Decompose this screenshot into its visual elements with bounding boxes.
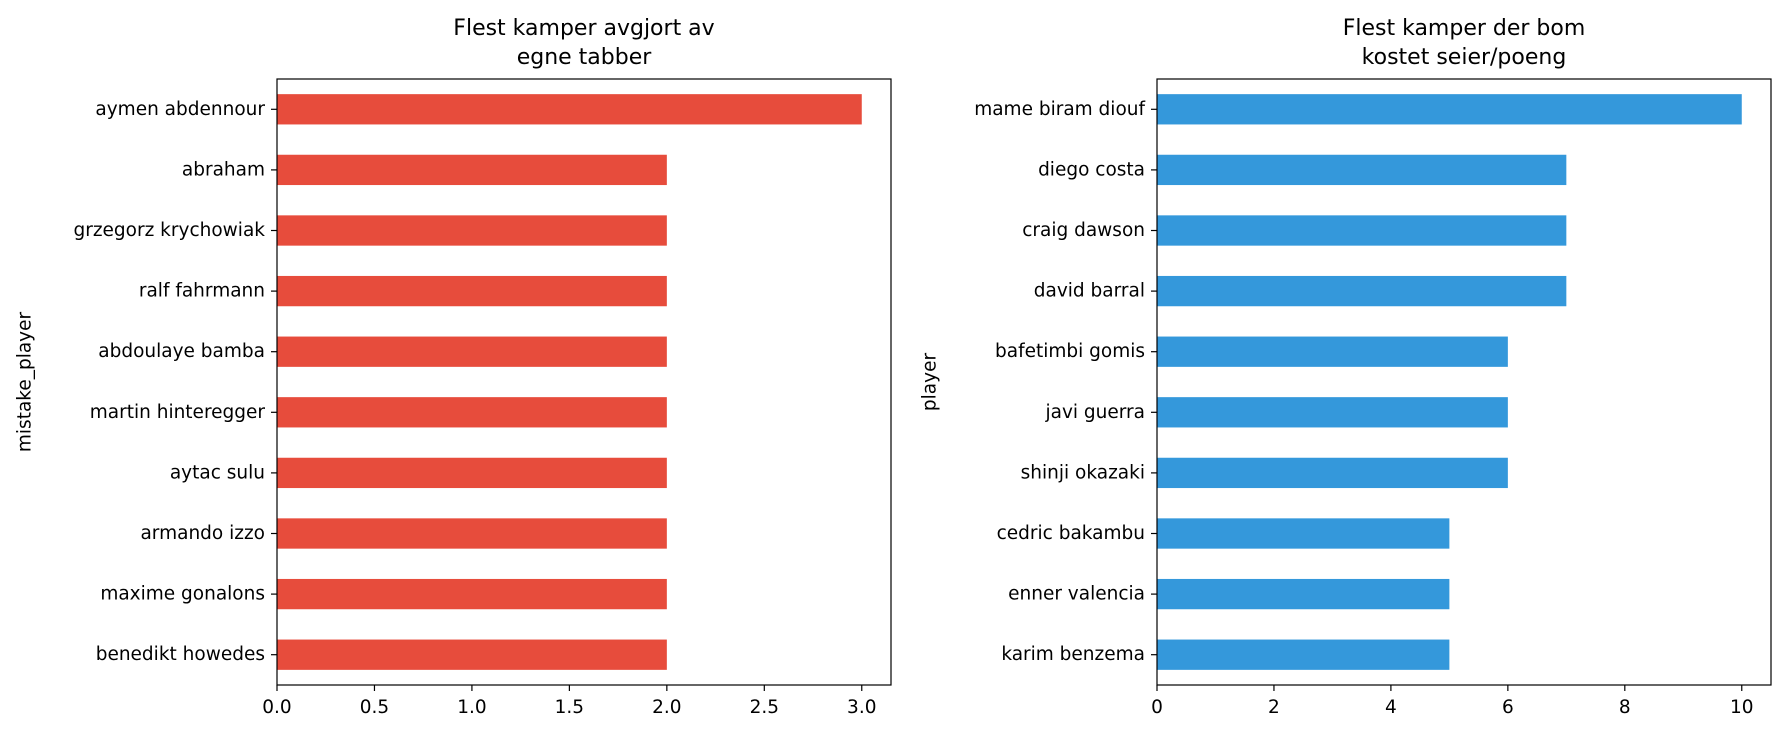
x-tick-label-3: 1.5 bbox=[555, 697, 584, 718]
x-tick-label-5: 2.5 bbox=[750, 697, 779, 718]
y-tick-label-6: aytac sulu bbox=[170, 462, 265, 483]
chart-title-line-0: Flest kamper der bom bbox=[1343, 16, 1586, 41]
y-tick-label-1: diego costa bbox=[1038, 159, 1145, 180]
chart-title-line-0: Flest kamper avgjort av bbox=[453, 16, 714, 41]
y-tick-label-4: bafetimbi gomis bbox=[995, 341, 1145, 362]
y-tick-label-0: aymen abdennour bbox=[95, 99, 265, 120]
y-tick-label-9: benedikt howedes bbox=[96, 644, 265, 665]
y-axis-label: mistake_player bbox=[15, 311, 36, 452]
y-tick-label-8: maxime gonalons bbox=[100, 584, 265, 605]
bar-0 bbox=[277, 94, 862, 125]
y-tick-label-9: karim benzema bbox=[1001, 644, 1145, 665]
bar-7 bbox=[1157, 518, 1450, 549]
x-tick-label-4: 2.0 bbox=[652, 697, 681, 718]
y-tick-label-2: grzegorz krychowiak bbox=[73, 220, 265, 241]
chart-title: Flest kamper der bom kostet seier/poeng bbox=[1343, 16, 1586, 70]
bar-6 bbox=[1157, 457, 1508, 489]
bar-2 bbox=[277, 215, 667, 246]
y-tick-label-5: javi guerra bbox=[1044, 402, 1145, 423]
y-tick-label-5: martin hinteregger bbox=[90, 402, 266, 423]
bar-1 bbox=[1157, 154, 1567, 186]
bar-9 bbox=[1157, 639, 1450, 670]
y-tick-label-3: david barral bbox=[1034, 281, 1145, 302]
chart-title: Flest kamper avgjort av egne tabber bbox=[453, 16, 714, 70]
bar-8 bbox=[1157, 578, 1450, 610]
x-tick-label-1: 2 bbox=[1268, 697, 1280, 718]
bar-3 bbox=[1157, 275, 1567, 307]
x-tick-label-1: 0.5 bbox=[360, 697, 389, 718]
bar-5 bbox=[1157, 397, 1508, 428]
x-tick-label-3: 6 bbox=[1502, 697, 1514, 718]
left-chart: aymen abdennour abraham grzegorz krychowia… bbox=[15, 16, 892, 718]
bar-0 bbox=[1157, 94, 1742, 125]
y-tick-label-3: ralf fahrmann bbox=[139, 281, 265, 302]
bar-7 bbox=[277, 518, 667, 549]
bar-5 bbox=[277, 397, 667, 428]
y-tick-label-4: abdoulaye bamba bbox=[98, 341, 265, 362]
x-tick-label-0: 0 bbox=[1151, 697, 1163, 718]
y-tick-label-2: craig dawson bbox=[1022, 220, 1145, 241]
bar-8 bbox=[277, 578, 667, 610]
bar-4 bbox=[277, 336, 667, 367]
axes-frame bbox=[1156, 78, 1772, 686]
chart-title-line-1: kostet seier/poeng bbox=[1362, 45, 1567, 70]
right-chart: mame biram diouf diego costa craig dawson d… bbox=[920, 16, 1772, 718]
bar-9 bbox=[277, 639, 667, 670]
chart-title-line-1: egne tabber bbox=[517, 45, 653, 70]
y-axis-label: player bbox=[920, 353, 941, 412]
y-tick-label-7: armando izzo bbox=[140, 523, 265, 544]
axes-frame bbox=[276, 78, 892, 686]
bar-3 bbox=[277, 275, 667, 307]
bar-6 bbox=[277, 457, 667, 489]
y-tick-label-8: enner valencia bbox=[1008, 584, 1145, 605]
y-tick-label-0: mame biram diouf bbox=[974, 99, 1145, 120]
y-tick-label-1: abraham bbox=[182, 159, 265, 180]
x-tick-label-6: 3.0 bbox=[847, 697, 876, 718]
x-tick-label-0: 0.0 bbox=[262, 697, 291, 718]
bar-2 bbox=[1157, 215, 1567, 246]
y-tick-label-7: cedric bakambu bbox=[997, 523, 1145, 544]
y-tick-label-6: shinji okazaki bbox=[1021, 462, 1145, 483]
bar-4 bbox=[1157, 336, 1508, 367]
x-tick-label-5: 10 bbox=[1730, 697, 1754, 718]
bar-1 bbox=[277, 154, 667, 186]
x-tick-label-2: 1.0 bbox=[457, 697, 486, 718]
x-tick-label-4: 8 bbox=[1619, 697, 1631, 718]
x-tick-label-2: 4 bbox=[1385, 697, 1397, 718]
